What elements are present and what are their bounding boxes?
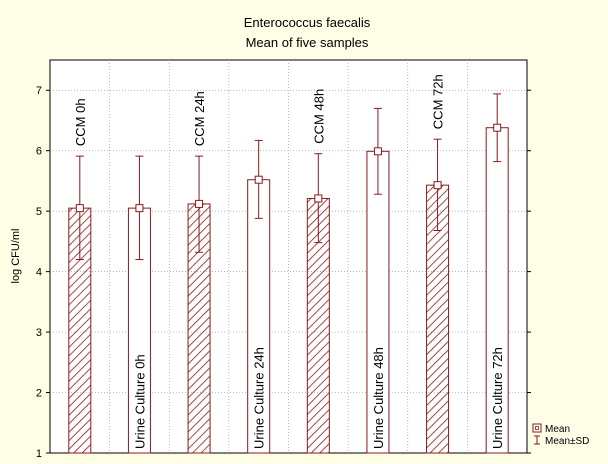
chart-title: Enterococcus faecalis xyxy=(244,15,371,30)
bar-category-label: Urine Culture 48h xyxy=(371,347,386,449)
y-axis-ticks: 1 2 3 4 5 6 7 xyxy=(36,85,531,460)
bar-category-label: CCM 72h xyxy=(431,74,446,129)
y-axis-label: log CFU/ml xyxy=(10,228,22,283)
chart-subtitle: Mean of five samples xyxy=(246,35,369,50)
legend: Mean Mean±SD xyxy=(532,423,589,447)
grid-lines xyxy=(50,60,527,453)
y-tick-label: 4 xyxy=(36,267,42,279)
y-tick-label: 6 xyxy=(36,146,42,158)
legend-mean-marker xyxy=(535,426,539,430)
y-tick-label: 7 xyxy=(36,85,42,97)
mean-marker xyxy=(195,199,204,208)
legend-sd-label: Mean±SD xyxy=(545,436,589,447)
mean-marker xyxy=(135,204,144,213)
plot-area xyxy=(49,59,528,454)
bars xyxy=(68,127,509,454)
mean-marker xyxy=(75,204,84,213)
bar-category-label: Urine Culture 0h xyxy=(132,354,147,449)
mean-marker xyxy=(373,147,382,156)
y-tick-label: 1 xyxy=(36,448,42,459)
bar-category-label: Urine Culture 24h xyxy=(252,347,267,449)
mean-marker xyxy=(254,175,263,184)
bar-category-label: Urine Culture 72h xyxy=(490,347,505,449)
error-bars xyxy=(75,93,502,261)
bar-labels: CCM 0h Urine Culture 0h CCM 24h Urine Cultu… xyxy=(73,74,505,449)
bar-category-label: CCM 24h xyxy=(192,91,207,146)
legend-mean-label: Mean xyxy=(545,424,570,435)
mean-marker xyxy=(493,123,502,132)
y-tick-label: 2 xyxy=(36,388,42,400)
y-tick-label: 3 xyxy=(36,327,42,339)
y-tick-label: 5 xyxy=(36,206,42,218)
bar-category-label: CCM 48h xyxy=(311,89,326,144)
mean-marker xyxy=(433,181,442,190)
mean-marker xyxy=(314,194,323,203)
bar-category-label: CCM 0h xyxy=(73,98,88,146)
